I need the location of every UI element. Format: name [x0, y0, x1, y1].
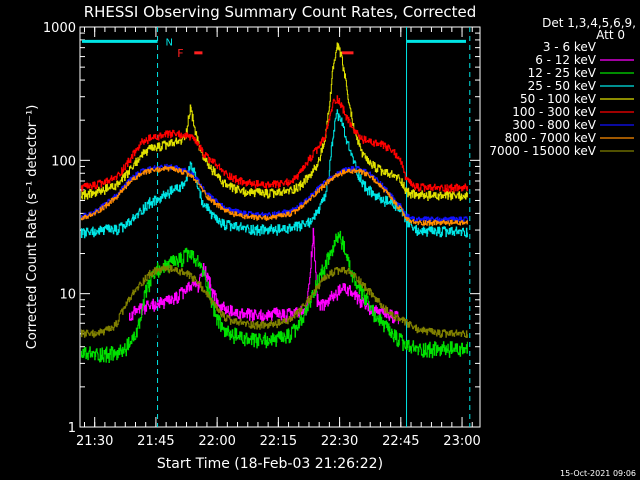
legend-label: 6 - 12 keV: [535, 53, 597, 67]
series-line-9: [81, 264, 468, 338]
y-tick-label: 100: [51, 154, 76, 169]
x-tick-label: 23:00: [443, 434, 480, 449]
legend-label: 3 - 6 keV: [543, 40, 597, 54]
series-line-2: [129, 227, 399, 325]
y-tick-label: 1: [68, 421, 76, 436]
x-tick-label: 21:45: [137, 434, 174, 449]
legend-label: 12 - 25 keV: [528, 66, 597, 80]
x-tick-label: 22:15: [260, 434, 297, 449]
y-axis-label: Corrected Count Rate (s⁻¹ detector⁻¹): [25, 105, 40, 350]
y-tick-label: 10: [59, 288, 76, 303]
footer-timestamp: 15-Oct-2021 09:06: [560, 469, 636, 478]
plot-area: 1 10 100 1000 21:30 21:45 22:00 22:15 22:30 22:45…: [43, 21, 481, 449]
plot-frame: [79, 26, 481, 428]
flare-marker-label: F: [177, 47, 183, 60]
x-axis-label: Start Time (18-Feb-03 21:26:22): [157, 456, 383, 472]
night-marker-label: N: [166, 37, 173, 48]
x-tick-label: 22:45: [382, 434, 419, 449]
legend-header-line-1: Det 1,3,4,5,6,9,: [542, 16, 636, 30]
legend-label: 300 - 800 keV: [512, 118, 596, 132]
legend-label: 7000 - 15000 keV: [489, 144, 596, 158]
series-line-3: [81, 230, 468, 363]
legend-label: 50 - 100 keV: [520, 92, 597, 106]
series-line-5: [81, 42, 468, 201]
legend-label: 100 - 300 keV: [512, 105, 596, 119]
x-tick-label: 22:00: [198, 434, 235, 449]
chart-title: RHESSI Observing Summary Count Rates, Co…: [84, 3, 477, 21]
series-line-6: [81, 95, 468, 193]
series-line-8: [81, 165, 468, 226]
legend-label: 25 - 50 keV: [528, 79, 597, 93]
legend-header-line-2: Att 0: [596, 28, 625, 42]
y-tick-label: 1000: [43, 21, 76, 36]
x-tick-label: 22:30: [321, 434, 358, 449]
legend-label: 800 - 7000 keV: [505, 131, 597, 145]
x-tick-label: 21:30: [76, 434, 113, 449]
